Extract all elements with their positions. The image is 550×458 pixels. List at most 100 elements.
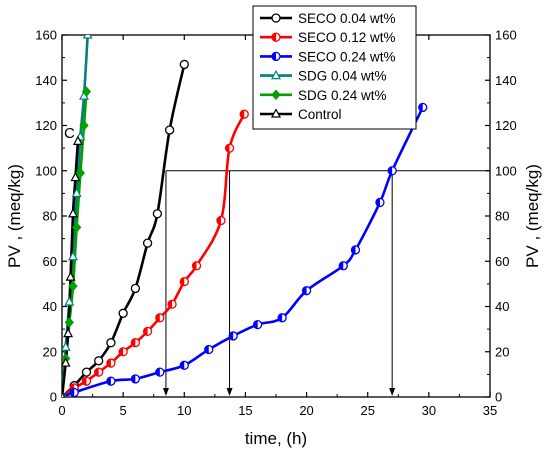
data-point <box>64 296 75 306</box>
data-point <box>82 35 93 39</box>
y-tick-label-right: 100 <box>495 163 517 178</box>
legend-label: SECO 0.04 wt% <box>298 11 396 26</box>
legend-box <box>252 5 417 130</box>
data-point <box>130 374 141 384</box>
data-point <box>142 238 153 248</box>
data-point <box>72 222 82 233</box>
data-point <box>81 367 92 377</box>
data-point <box>64 317 75 328</box>
y-tick-label-left: 140 <box>35 73 57 88</box>
legend-label: SECO 0.12 wt% <box>298 30 396 45</box>
x-tick-label: 0 <box>58 403 65 418</box>
legend-marker <box>271 51 281 62</box>
marker-fill-half <box>225 144 230 153</box>
marker-fill-half <box>351 245 356 254</box>
data-point <box>130 338 141 348</box>
y-tick-label-right: 20 <box>495 344 509 359</box>
data-point <box>239 109 249 119</box>
data-point <box>106 338 116 348</box>
marker-fill-half <box>143 327 148 336</box>
x-axis-title: time, (h) <box>245 429 307 448</box>
marker-fill-half <box>240 110 245 119</box>
x-tick-label: 25 <box>360 403 374 418</box>
marker-fill-half <box>204 345 209 354</box>
y-axis-title-left: PV , (meq/kg) <box>5 164 24 268</box>
markers-layer <box>62 35 428 397</box>
legend-marker <box>271 69 281 80</box>
marker-fill-half <box>339 261 344 270</box>
data-point <box>387 166 397 176</box>
data-point <box>62 391 66 397</box>
y-tick-label-left: 60 <box>43 254 57 269</box>
drop-arrow-head <box>226 388 233 396</box>
legend-marker <box>271 89 281 101</box>
data-point <box>179 276 189 287</box>
data-point <box>164 125 175 135</box>
marker-fill-half <box>131 338 136 347</box>
data-point <box>94 367 104 377</box>
data-point <box>179 360 189 370</box>
data-point <box>224 143 235 153</box>
drop-arrow-head <box>162 388 169 396</box>
marker-fill-half <box>388 166 393 175</box>
legend-marker <box>271 32 281 42</box>
data-point <box>62 357 71 367</box>
legend-marker <box>271 13 281 23</box>
data-point <box>81 376 92 386</box>
y-tick-label-left: 40 <box>43 299 57 314</box>
marker-fill-half <box>168 300 173 309</box>
data-point <box>228 331 238 341</box>
y-tick-label-right: 0 <box>495 390 502 405</box>
data-point <box>179 59 189 70</box>
data-point <box>75 167 86 179</box>
drop-arrow-head <box>389 388 396 396</box>
data-point <box>350 245 361 255</box>
marker-fill-half <box>180 361 185 370</box>
reference-lines <box>162 170 490 396</box>
marker-fill-half <box>375 198 380 207</box>
data-point <box>277 313 287 323</box>
data-point <box>152 209 163 219</box>
y-tick-label-left: 0 <box>50 390 57 405</box>
y-tick-label-right: 160 <box>495 28 517 43</box>
marker-fill-half <box>216 216 221 225</box>
series-line-1 <box>62 113 246 397</box>
x-tick-label: 20 <box>299 403 313 418</box>
data-point <box>68 280 78 292</box>
y-tick-label-left: 80 <box>43 209 57 224</box>
data-point <box>70 171 81 182</box>
marker-fill-half <box>155 368 160 377</box>
marker-fill-half <box>278 313 283 322</box>
data-point <box>130 283 141 294</box>
y-axis-title-right: PV , (meq/kg) <box>523 164 542 268</box>
y-tick-label-left: 120 <box>35 118 57 133</box>
data-point <box>216 215 226 226</box>
marker-fill-half <box>131 374 136 383</box>
legend-label: SDG 0.24 wt% <box>298 88 387 103</box>
marker-fill-half <box>272 33 276 42</box>
data-point <box>118 347 128 357</box>
x-tick-label: 15 <box>238 403 252 418</box>
y-tick-label-right: 80 <box>495 209 509 224</box>
data-point <box>418 102 428 113</box>
data-point <box>62 341 71 351</box>
y-tick-label-right: 140 <box>495 73 517 88</box>
legend-label: SECO 0.24 wt% <box>298 49 396 64</box>
data-point <box>81 86 92 97</box>
data-point <box>94 356 104 366</box>
data-point <box>118 308 128 318</box>
marker-fill-half <box>94 368 99 377</box>
data-point <box>167 299 177 309</box>
y-tick-label-left: 100 <box>35 163 57 178</box>
x-tick-label: 10 <box>177 403 191 418</box>
data-point <box>204 344 214 355</box>
data-point <box>301 286 312 296</box>
y-tick-label-right: 40 <box>495 299 509 314</box>
data-point <box>68 250 79 261</box>
data-point <box>79 120 89 131</box>
x-tick-label: 5 <box>120 403 127 418</box>
marker-fill-half <box>119 347 124 356</box>
data-point <box>68 207 79 218</box>
